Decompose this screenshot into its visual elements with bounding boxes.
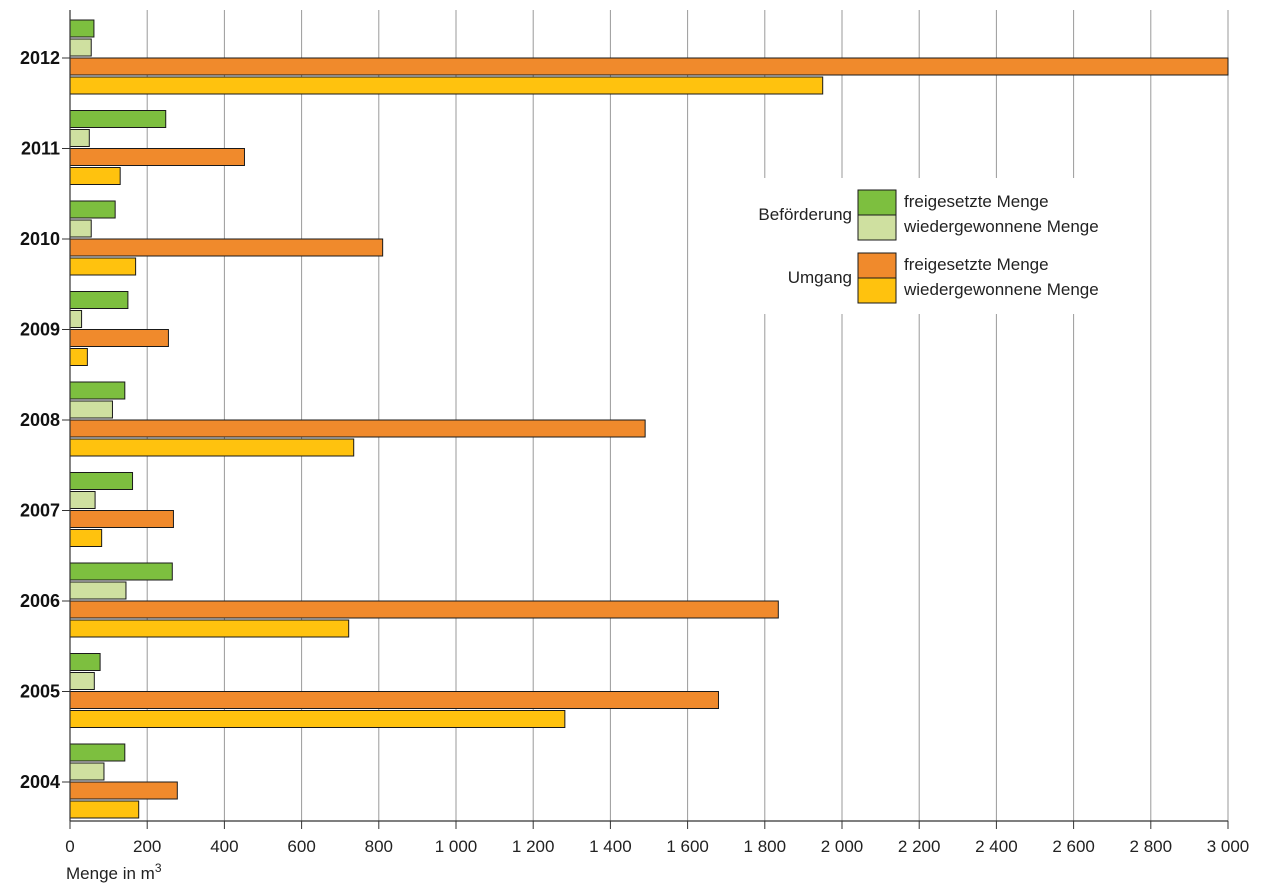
bar [69, 19, 95, 38]
bar [69, 781, 178, 800]
y-category-label: 2010 [20, 229, 60, 249]
bar [69, 129, 90, 147]
x-axis-title: Menge in m3 [66, 861, 162, 883]
legend-group-label: Beförderung [758, 205, 852, 224]
bar [69, 110, 167, 128]
y-category-label: 2012 [20, 48, 60, 68]
x-tick-label: 2 000 [821, 837, 864, 856]
x-tick-label: 200 [133, 837, 161, 856]
legend-entry-label: wiedergewonnene Menge [903, 217, 1099, 236]
bar [69, 329, 169, 347]
y-category-label: 2005 [20, 682, 60, 702]
bar [69, 381, 126, 400]
bar [69, 76, 824, 95]
bar [69, 38, 92, 57]
x-axis-title-text: Menge in m [66, 864, 155, 883]
legend-group-label: Umgang [788, 268, 852, 287]
x-axis-title-superscript: 3 [155, 861, 162, 875]
y-category-label: 2011 [21, 139, 60, 159]
legend: Beförderung freigesetzte Menge wiedergewon… [720, 178, 1150, 314]
x-tick-label: 1 000 [435, 837, 478, 856]
x-tick-label: 1 600 [666, 837, 709, 856]
bar [69, 491, 96, 509]
bar [69, 691, 719, 709]
legend-swatch [857, 277, 897, 304]
legend-entry-label: freigesetzte Menge [904, 192, 1049, 211]
bar [69, 148, 245, 166]
bar [69, 167, 121, 185]
bar [69, 510, 174, 528]
y-category-label: 2004 [20, 772, 60, 792]
bar [69, 710, 566, 728]
legend-entry-label: freigesetzte Menge [904, 255, 1049, 274]
bar [69, 419, 646, 438]
bar [69, 800, 140, 819]
bar [69, 57, 1229, 76]
x-tick-label: 1 400 [589, 837, 632, 856]
legend-swatch [857, 252, 897, 279]
bar [69, 762, 105, 781]
legend-swatch [857, 189, 897, 216]
x-tick-label: 2 200 [898, 837, 941, 856]
grid-lines [146, 10, 1229, 821]
bar [69, 600, 779, 619]
legend-entry-label: wiedergewonnene Menge [903, 280, 1099, 299]
x-tick-label: 2 800 [1130, 837, 1173, 856]
y-category-label: 2006 [20, 591, 60, 611]
x-tick-label: 3 000 [1207, 837, 1250, 856]
bar [69, 581, 127, 600]
bar [69, 348, 88, 366]
x-tick-label: 0 [65, 837, 74, 856]
bar [69, 743, 126, 762]
x-tick-label: 1 200 [512, 837, 555, 856]
bar [69, 472, 134, 490]
bar [69, 619, 350, 638]
bar [69, 562, 173, 581]
bar [69, 200, 116, 219]
bar [69, 529, 103, 547]
bar [69, 672, 95, 690]
bar [69, 219, 92, 238]
y-category-label: 2009 [20, 320, 60, 340]
bar [69, 310, 83, 328]
bar [69, 653, 101, 671]
axes: 0 200 400 600 800 1 000 1 200 1 400 1 600 1 800 2 … [20, 10, 1249, 856]
y-category-label: 2007 [20, 501, 60, 521]
x-tick-label: 2 400 [975, 837, 1018, 856]
x-tick-label: 1 800 [744, 837, 787, 856]
bar [69, 238, 384, 257]
bar [69, 400, 113, 419]
bar [69, 438, 355, 457]
legend-background [720, 178, 1150, 314]
x-tick-label: 600 [287, 837, 315, 856]
bar [69, 257, 137, 276]
x-tick-label: 400 [210, 837, 238, 856]
bars [69, 19, 1229, 819]
bar [69, 291, 129, 309]
x-tick-label: 800 [365, 837, 393, 856]
legend-swatch [857, 214, 897, 241]
y-category-label: 2008 [20, 410, 60, 430]
x-tick-label: 2 600 [1052, 837, 1095, 856]
